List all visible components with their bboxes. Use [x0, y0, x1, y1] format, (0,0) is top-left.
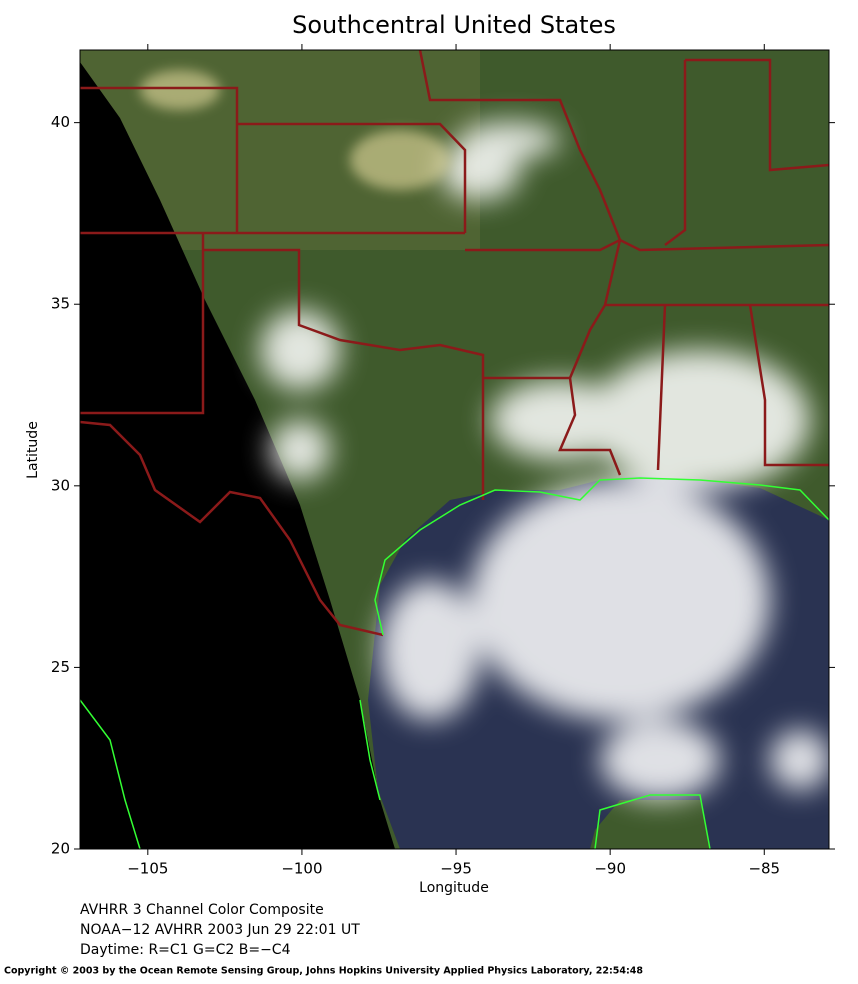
satellite-image	[80, 50, 829, 849]
x-tick-label: −85	[748, 860, 780, 878]
x-axis-label: Longitude	[419, 880, 489, 896]
x-tick-label: −105	[127, 860, 168, 878]
x-tick-label: −100	[281, 860, 322, 878]
copyright: Copyright © 2003 by the Ocean Remote Sen…	[4, 966, 643, 977]
y-tick-label: 40	[51, 113, 70, 131]
y-tick-label: 25	[51, 658, 70, 676]
y-tick-label: 20	[51, 840, 70, 858]
y-tick-label: 35	[51, 295, 70, 313]
y-axis-label: Latitude	[25, 421, 41, 479]
caption-line: NOAA−12 AVHRR 2003 Jun 29 22:01 UT	[80, 922, 360, 938]
caption-line: Daytime: R=C1 G=C2 B=−C4	[80, 942, 291, 958]
x-tick-label: −95	[440, 860, 472, 878]
plot-frame	[79, 49, 830, 850]
x-tick-label: −90	[594, 860, 626, 878]
title: Southcentral United States	[292, 11, 616, 39]
caption-line: AVHRR 3 Channel Color Composite	[80, 902, 324, 918]
y-tick-label: 30	[51, 476, 70, 494]
